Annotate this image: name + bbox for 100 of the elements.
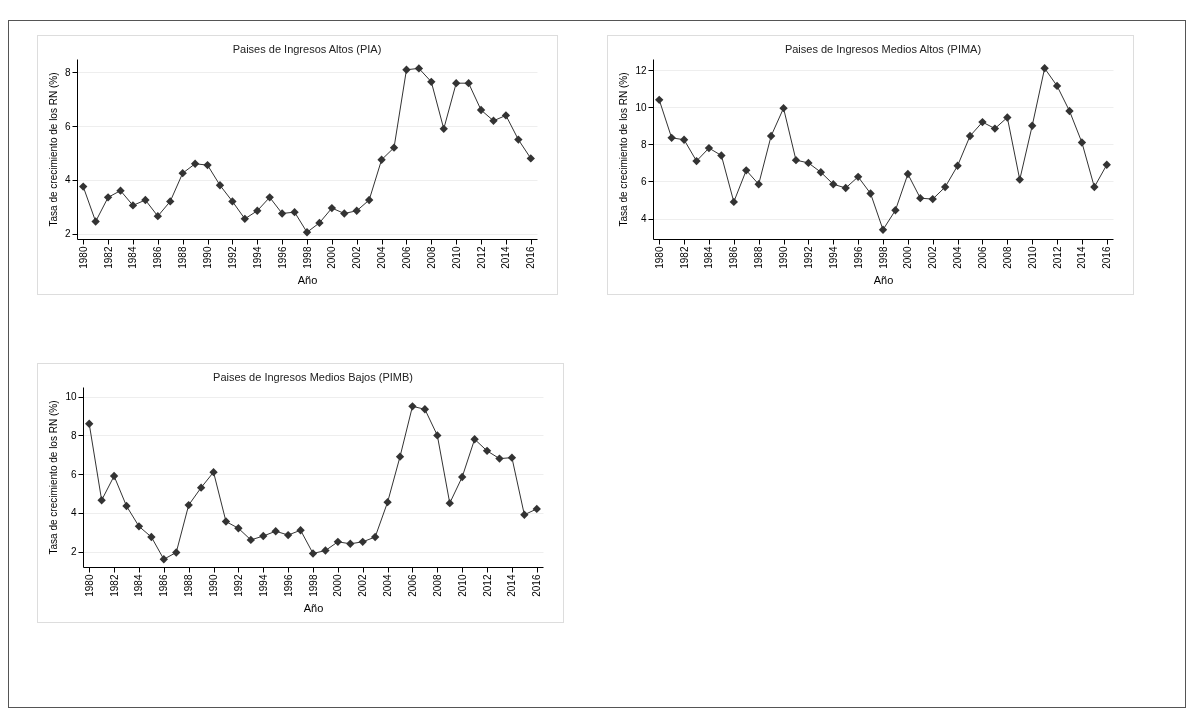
point	[1090, 182, 1099, 192]
point	[116, 186, 125, 195]
point	[495, 454, 504, 463]
point	[489, 116, 498, 125]
x-tick-label: 1980	[83, 574, 95, 597]
point	[103, 193, 113, 202]
x-tick-label: 1988	[183, 574, 195, 597]
x-tick-label: 2012	[475, 246, 487, 269]
point	[717, 151, 726, 160]
y-tick-label: 2	[64, 228, 71, 240]
point	[829, 180, 838, 189]
x-tick-label: 1984	[127, 246, 139, 269]
point	[221, 517, 231, 526]
x-tick-label: 1988	[753, 246, 765, 269]
point	[427, 77, 436, 87]
x-tick-label: 1994	[827, 246, 839, 269]
x-tick-label: 1984	[133, 574, 145, 597]
chart-title: Paises de Ingresos Medios Bajos (PIMB)	[213, 371, 413, 383]
point	[346, 539, 355, 548]
x-tick-label: 2008	[431, 574, 443, 597]
y-tick-label: 4	[64, 174, 71, 186]
x-tick-label: 1984	[703, 246, 715, 269]
x-tick-label: 1996	[282, 574, 294, 597]
point	[97, 496, 106, 505]
y-tick-label: 4	[70, 507, 77, 519]
point	[439, 124, 448, 134]
point	[476, 105, 486, 115]
point	[302, 228, 312, 237]
x-tick-label: 2000	[326, 246, 338, 269]
point	[91, 217, 100, 226]
x-tick-label: 2004	[382, 574, 394, 597]
point	[965, 131, 975, 141]
point	[196, 483, 206, 492]
point	[333, 537, 343, 547]
point	[159, 555, 168, 564]
point	[742, 166, 751, 175]
x-tick-label: 2006	[400, 246, 412, 269]
point	[296, 526, 305, 535]
point	[178, 169, 187, 178]
x-tick-label: 1996	[852, 246, 864, 269]
point	[452, 79, 461, 88]
point	[352, 206, 361, 215]
point	[240, 214, 250, 224]
x-tick-label: 2002	[351, 246, 363, 269]
x-tick-label: 1998	[301, 246, 313, 269]
x-tick-label: 2008	[1001, 246, 1013, 269]
x-tick-label: 1990	[778, 246, 790, 269]
x-tick-label: 1990	[208, 574, 220, 597]
point	[841, 183, 850, 193]
x-tick-label: 1982	[108, 574, 120, 597]
x-tick-label: 1982	[678, 246, 690, 269]
x-tick-label: 1986	[152, 246, 164, 269]
x-axis-title: Año	[303, 601, 324, 614]
point	[315, 218, 324, 228]
x-tick-label: 2000	[902, 246, 914, 269]
point	[916, 193, 925, 203]
x-axis-title: Año	[873, 273, 894, 286]
x-tick-label: 1986	[158, 574, 170, 597]
point	[203, 160, 212, 170]
x-tick-label: 2006	[976, 246, 988, 269]
y-tick-label: 10	[65, 391, 77, 403]
chart-title: Paises de Ingresos Altos (PIA)	[232, 43, 382, 55]
point	[184, 500, 193, 510]
point	[327, 203, 337, 213]
chart-title: Paises de Ingresos Medios Altos (PIMA)	[784, 43, 982, 55]
point	[141, 195, 150, 205]
x-tick-label: 2012	[1051, 246, 1063, 269]
x-tick-label: 2014	[1076, 246, 1088, 269]
point	[978, 117, 987, 127]
point	[458, 472, 467, 482]
point	[891, 206, 900, 215]
x-tick-label: 2002	[927, 246, 939, 269]
y-tick-label: 8	[64, 66, 71, 78]
x-tick-label: 2012	[481, 574, 493, 597]
point	[402, 65, 411, 74]
y-tick-label: 12	[635, 64, 647, 76]
point	[383, 497, 392, 507]
point	[340, 209, 349, 218]
x-tick-label: 2014	[500, 246, 512, 269]
x-tick-label: 2008	[425, 246, 437, 269]
point	[655, 95, 664, 105]
y-tick-label: 4	[640, 213, 647, 225]
y-tick-label: 2	[70, 546, 77, 558]
point	[507, 453, 517, 462]
x-tick-label: 1990	[202, 246, 214, 269]
point	[940, 182, 950, 192]
point	[667, 133, 676, 143]
x-tick-label: 1998	[307, 574, 319, 597]
point	[514, 135, 523, 144]
point	[729, 197, 738, 207]
point	[79, 182, 88, 191]
point	[692, 156, 701, 166]
point	[804, 158, 813, 168]
point	[903, 169, 913, 179]
y-axis-title: Tasa de crecimiento de los RN (%)	[48, 400, 60, 555]
point	[370, 532, 380, 542]
x-tick-label: 1998	[877, 246, 889, 269]
x-tick-label: 1986	[728, 246, 740, 269]
x-axis-title: Año	[297, 273, 318, 286]
x-tick-label: 2006	[406, 574, 418, 597]
